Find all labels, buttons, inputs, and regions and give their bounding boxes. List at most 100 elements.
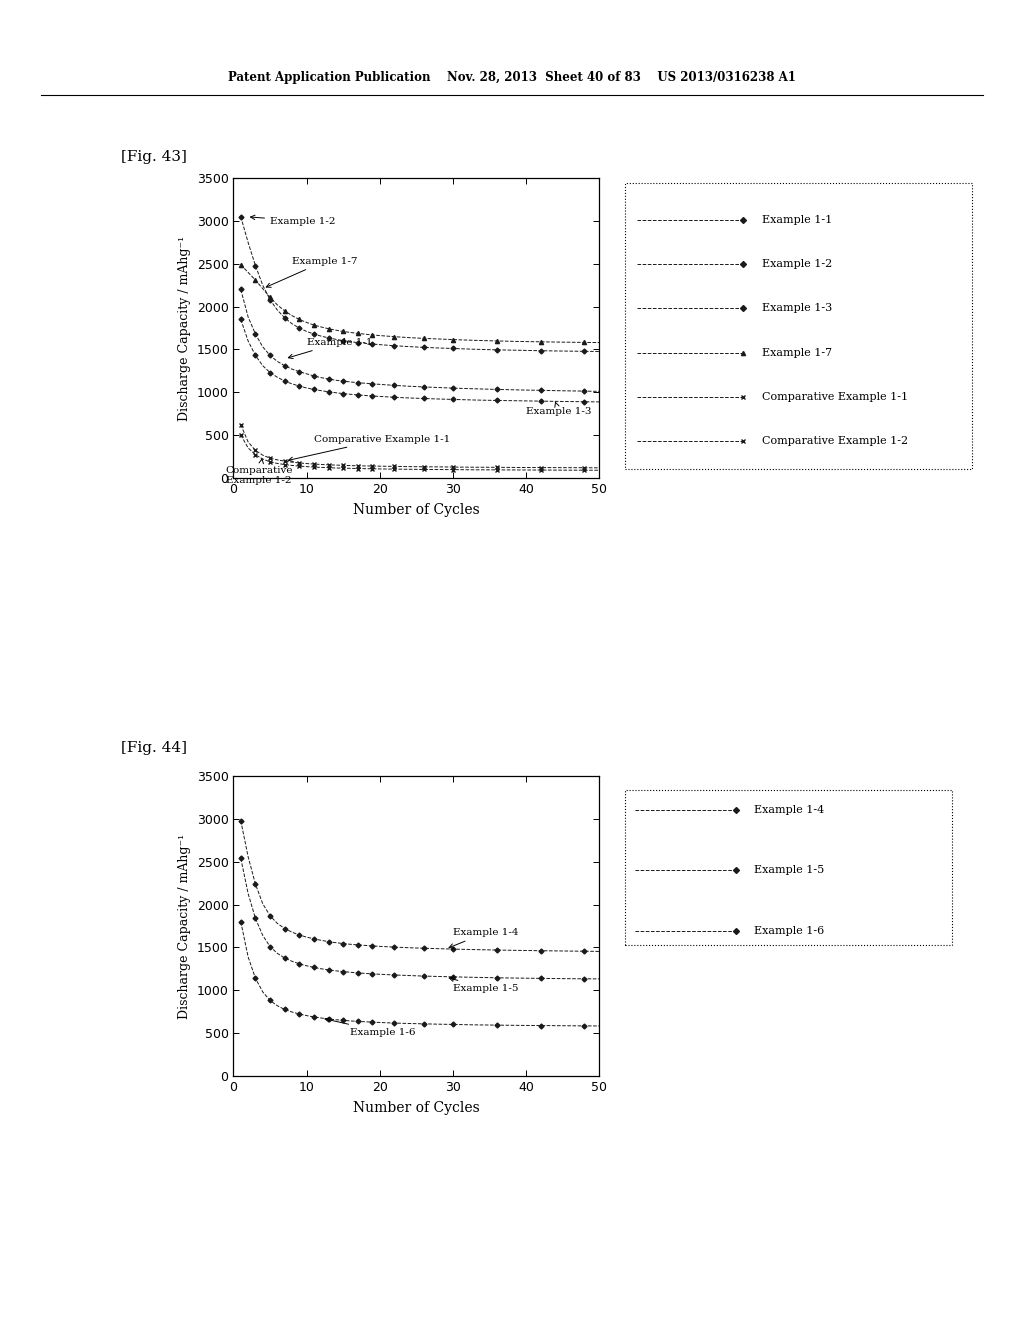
Comparative Example 1-2 bbox=[374, 461, 386, 477]
Example 1-3 bbox=[512, 393, 524, 409]
Example 1-5 bbox=[308, 960, 321, 975]
Example 1-2 bbox=[330, 331, 342, 347]
Example 1-2 bbox=[556, 343, 568, 359]
Example 1-1 bbox=[300, 366, 312, 381]
Text: Comparative
Example 1-2: Comparative Example 1-2 bbox=[225, 459, 293, 484]
Example 1-1 bbox=[337, 374, 349, 389]
Example 1-6 bbox=[279, 1002, 291, 1018]
Text: Example 1-3: Example 1-3 bbox=[526, 401, 592, 416]
Example 1-4 bbox=[286, 924, 298, 940]
Example 1-7 bbox=[351, 326, 364, 342]
Comparative Example 1-1 bbox=[402, 459, 415, 475]
Example 1-5 bbox=[351, 965, 364, 981]
Example 1-4 bbox=[535, 942, 547, 958]
Example 1-6 bbox=[330, 1012, 342, 1028]
Example 1-5 bbox=[264, 939, 276, 954]
Text: Comparative Example 1-1: Comparative Example 1-1 bbox=[289, 434, 451, 462]
Example 1-3 bbox=[556, 393, 568, 409]
Example 1-2 bbox=[286, 315, 298, 331]
Text: Example 1-4: Example 1-4 bbox=[450, 928, 518, 948]
Example 1-1 bbox=[323, 371, 335, 387]
Comparative Example 1-1 bbox=[242, 434, 254, 450]
Comparative Example 1-1 bbox=[315, 457, 328, 473]
Comparative Example 1-2 bbox=[293, 458, 305, 474]
Example 1-6 bbox=[315, 1010, 328, 1026]
Example 1-3 bbox=[323, 384, 335, 400]
Text: Comparative Example 1-1: Comparative Example 1-1 bbox=[762, 392, 908, 403]
Comparative Example 1-2 bbox=[432, 462, 444, 478]
Example 1-6 bbox=[264, 993, 276, 1008]
Comparative Example 1-2 bbox=[279, 457, 291, 473]
Example 1-3 bbox=[337, 385, 349, 401]
Comparative Example 1-2 bbox=[388, 461, 400, 477]
Example 1-4 bbox=[374, 939, 386, 954]
Example 1-1 bbox=[308, 368, 321, 384]
Example 1-6 bbox=[257, 983, 269, 999]
Example 1-6 bbox=[418, 1016, 430, 1032]
Example 1-3 bbox=[308, 381, 321, 397]
Example 1-5 bbox=[330, 962, 342, 978]
Y-axis label: Discharge Capacity / mAhg⁻¹: Discharge Capacity / mAhg⁻¹ bbox=[178, 235, 191, 421]
Comparative Example 1-2 bbox=[367, 461, 379, 477]
Example 1-7 bbox=[388, 329, 400, 345]
Example 1-4 bbox=[556, 942, 568, 958]
Example 1-1 bbox=[293, 364, 305, 380]
Example 1-4 bbox=[264, 908, 276, 924]
Example 1-4 bbox=[367, 939, 379, 954]
Example 1-1 bbox=[432, 380, 444, 396]
Comparative Example 1-1 bbox=[374, 458, 386, 474]
Comparative Example 1-1 bbox=[367, 458, 379, 474]
Example 1-1 bbox=[374, 376, 386, 392]
Example 1-7 bbox=[271, 297, 284, 313]
Example 1-6 bbox=[579, 1018, 591, 1034]
Comparative Example 1-2 bbox=[535, 462, 547, 478]
Example 1-6 bbox=[535, 1018, 547, 1034]
Comparative Example 1-1 bbox=[432, 459, 444, 475]
Example 1-5 bbox=[432, 969, 444, 985]
Comparative Example 1-1 bbox=[279, 453, 291, 469]
Example 1-2 bbox=[344, 334, 356, 350]
Example 1-5 bbox=[257, 928, 269, 944]
Example 1-5 bbox=[337, 964, 349, 979]
Example 1-4 bbox=[351, 937, 364, 953]
Example 1-7 bbox=[359, 326, 372, 342]
Line: Comparative Example 1-1: Comparative Example 1-1 bbox=[239, 422, 601, 470]
Example 1-6 bbox=[446, 1016, 459, 1032]
Example 1-6 bbox=[374, 1015, 386, 1031]
Comparative Example 1-2 bbox=[308, 459, 321, 475]
Example 1-3 bbox=[367, 388, 379, 404]
Comparative Example 1-1 bbox=[469, 459, 481, 475]
Example 1-5 bbox=[249, 911, 261, 927]
Line: Example 1-4: Example 1-4 bbox=[239, 818, 601, 953]
Example 1-5 bbox=[279, 950, 291, 966]
Comparative Example 1-1 bbox=[234, 417, 247, 433]
Example 1-7 bbox=[323, 321, 335, 337]
Comparative Example 1-2 bbox=[556, 462, 568, 478]
Example 1-2 bbox=[242, 235, 254, 251]
Example 1-6 bbox=[337, 1012, 349, 1028]
Example 1-6 bbox=[367, 1014, 379, 1030]
Example 1-3 bbox=[249, 347, 261, 363]
Example 1-4 bbox=[344, 936, 356, 952]
Example 1-7 bbox=[446, 331, 459, 347]
Example 1-6 bbox=[556, 1018, 568, 1034]
Comparative Example 1-2 bbox=[402, 462, 415, 478]
Comparative Example 1-2 bbox=[512, 462, 524, 478]
Example 1-4 bbox=[300, 929, 312, 945]
Example 1-7 bbox=[315, 319, 328, 335]
Example 1-7 bbox=[293, 312, 305, 327]
Example 1-1 bbox=[367, 376, 379, 392]
Example 1-2 bbox=[418, 339, 430, 355]
Example 1-5 bbox=[344, 965, 356, 981]
Example 1-7 bbox=[556, 334, 568, 350]
Example 1-6 bbox=[402, 1015, 415, 1031]
Example 1-5 bbox=[300, 958, 312, 974]
Example 1-7 bbox=[264, 289, 276, 305]
Example 1-2 bbox=[351, 335, 364, 351]
Example 1-1 bbox=[402, 379, 415, 395]
Text: Example 1-6: Example 1-6 bbox=[325, 1018, 416, 1036]
Comparative Example 1-2 bbox=[323, 459, 335, 475]
Example 1-7 bbox=[330, 322, 342, 338]
Text: Comparative Example 1-2: Comparative Example 1-2 bbox=[762, 437, 908, 446]
Example 1-5 bbox=[556, 970, 568, 986]
